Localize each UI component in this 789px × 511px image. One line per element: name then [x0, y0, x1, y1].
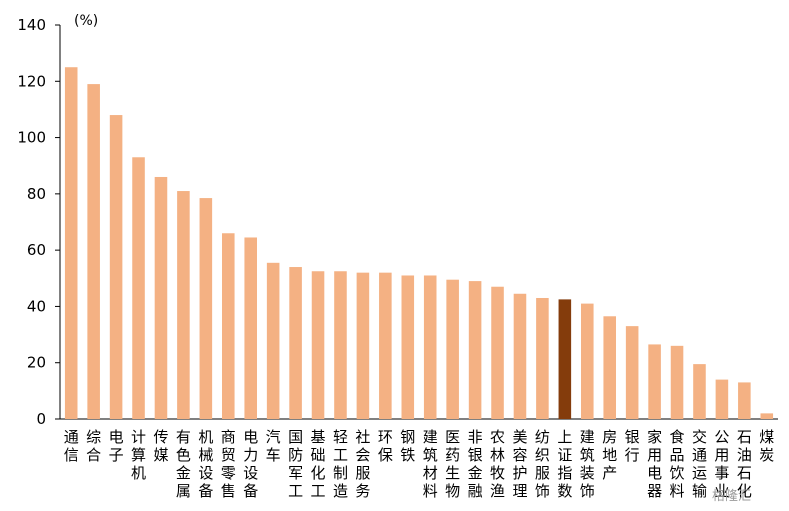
category-label-18: 非银金融 — [468, 428, 483, 500]
category-label-11: 基础化工 — [311, 428, 326, 500]
bar-29 — [715, 379, 729, 419]
bar-24 — [603, 316, 617, 419]
category-label-19: 农林牧渔 — [490, 428, 505, 500]
category-label-12: 轻工制造 — [333, 428, 348, 500]
category-label-3: 计算机 — [131, 428, 146, 482]
category-label-5: 有色金属 — [176, 428, 191, 500]
bar-9 — [266, 262, 280, 419]
y-tick-label: 140 — [17, 16, 46, 34]
category-label-17: 医药生物 — [445, 428, 460, 500]
watermark-text: 格隆汇 — [712, 489, 752, 504]
category-label-21: 纺织服饰 — [535, 428, 550, 500]
bar-26 — [648, 344, 661, 419]
bar-12 — [334, 271, 347, 419]
category-label-15: 钢铁 — [400, 428, 415, 464]
bar-1 — [87, 84, 100, 419]
bar-14 — [379, 272, 392, 419]
category-label-9: 汽车 — [266, 428, 281, 464]
category-label-6: 机械设备 — [198, 428, 213, 500]
bar-16 — [423, 275, 437, 419]
bar-0 — [64, 67, 78, 419]
bar-23 — [580, 303, 594, 419]
bar-7 — [221, 233, 235, 419]
category-label-31: 煤炭 — [759, 428, 774, 464]
category-label-0: 通信 — [64, 428, 79, 464]
category-label-8: 电力设备 — [243, 428, 258, 500]
bar-10 — [289, 267, 302, 419]
category-label-16: 建筑材料 — [423, 428, 438, 500]
bar-17 — [446, 279, 459, 419]
bar-30 — [738, 382, 751, 419]
bar-6 — [199, 198, 213, 419]
bar-5 — [177, 191, 190, 419]
category-labels: 通信综合电子计算机传媒有色金属机械设备商贸零售电力设备汽车国防军工基础化工轻工制… — [64, 428, 775, 500]
bar-8 — [244, 237, 258, 419]
category-label-7: 商贸零售 — [221, 428, 236, 500]
bar-25 — [625, 326, 639, 419]
bar-28 — [693, 364, 706, 419]
category-label-24: 房地产 — [602, 428, 617, 482]
y-tick-label: 120 — [17, 72, 46, 90]
category-label-23: 建筑装饰 — [580, 428, 595, 500]
category-label-28: 交通运输 — [692, 428, 707, 500]
y-tick-label: 80 — [27, 185, 46, 203]
category-label-20: 美容护理 — [512, 428, 527, 500]
bar-11 — [311, 271, 325, 419]
bar-31 — [760, 413, 774, 419]
category-label-1: 综合 — [86, 428, 101, 464]
category-label-22: 上证指数 — [557, 428, 572, 500]
category-label-27: 食品饮料 — [670, 428, 685, 500]
y-tick-label: 40 — [27, 297, 46, 315]
bar-15 — [401, 275, 415, 419]
category-label-4: 传媒 — [153, 428, 168, 464]
y-axis: 0 20 40 60 80 100 120 140 — [17, 16, 61, 428]
category-label-29: 公用事业 — [714, 428, 729, 500]
category-label-14: 环保 — [378, 428, 393, 464]
category-label-30: 石油石化 — [737, 428, 752, 500]
bar-3 — [132, 157, 145, 419]
bar-20 — [513, 293, 527, 419]
category-label-26: 家用电器 — [647, 428, 662, 500]
category-label-2: 电子 — [109, 428, 124, 464]
category-label-25: 银行 — [625, 428, 640, 464]
category-label-10: 国防军工 — [288, 428, 303, 500]
bar-18 — [468, 281, 482, 419]
bar-13 — [356, 272, 370, 419]
bar-19 — [491, 286, 504, 419]
y-tick-label: 60 — [27, 241, 46, 259]
y-tick-label: 0 — [36, 410, 46, 428]
y-tick-label: 20 — [27, 354, 46, 372]
category-label-13: 社会服务 — [355, 428, 370, 500]
y-tick-label: 100 — [17, 129, 46, 147]
bar-21 — [536, 297, 549, 419]
bar-2 — [109, 115, 123, 420]
y-unit-label: (%) — [74, 13, 98, 29]
bar-4 — [154, 176, 168, 419]
bar-27 — [670, 345, 684, 419]
bars-group — [64, 67, 774, 420]
bar-22 — [558, 299, 572, 419]
